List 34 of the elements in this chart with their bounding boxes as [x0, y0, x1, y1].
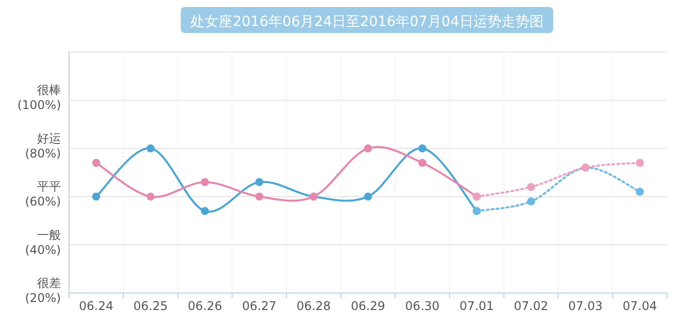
- x-tick-label: 07.04: [622, 299, 657, 313]
- x-tick-label: 06.30: [405, 299, 440, 313]
- point: [636, 188, 644, 196]
- x-tick-label: 07.01: [460, 299, 494, 313]
- point: [418, 144, 426, 152]
- point: [146, 144, 155, 152]
- x-tick-label: 06.25: [133, 299, 168, 313]
- chart-title: 处女座2016年06月24日至2016年07月04日运势走势图: [190, 14, 544, 30]
- point: [527, 182, 536, 191]
- point: [92, 158, 100, 167]
- x-tick-label: 06.29: [350, 299, 386, 313]
- x-tick-label: 06.26: [188, 299, 222, 313]
- point: [255, 178, 264, 186]
- point: [255, 192, 264, 201]
- y-tick-label: 一般 (40%): [24, 228, 61, 257]
- point: [146, 192, 155, 201]
- point: [364, 192, 372, 201]
- point: [527, 197, 536, 206]
- x-tick-label: 07.03: [568, 299, 603, 313]
- x-tick-label: 07.02: [514, 299, 548, 313]
- point: [200, 207, 209, 216]
- point: [200, 178, 209, 186]
- y-tick-label: 平平 (60%): [24, 180, 61, 209]
- y-tick-label: 很差 (20%): [24, 276, 61, 305]
- title: 处女座2016年06月24日至2016年07月04日运势走势图: [180, 7, 554, 33]
- y-tick-label: 好运 (80%): [24, 131, 61, 160]
- point: [636, 158, 644, 167]
- point: [418, 158, 426, 167]
- point: [92, 192, 100, 201]
- x-tick-label: 06.27: [242, 299, 276, 313]
- y-tick-label: 很棒 (100%): [17, 83, 61, 112]
- x-tick-label: 06.28: [296, 299, 331, 313]
- x-tick-label: 06.24: [79, 299, 114, 313]
- point: [364, 144, 372, 152]
